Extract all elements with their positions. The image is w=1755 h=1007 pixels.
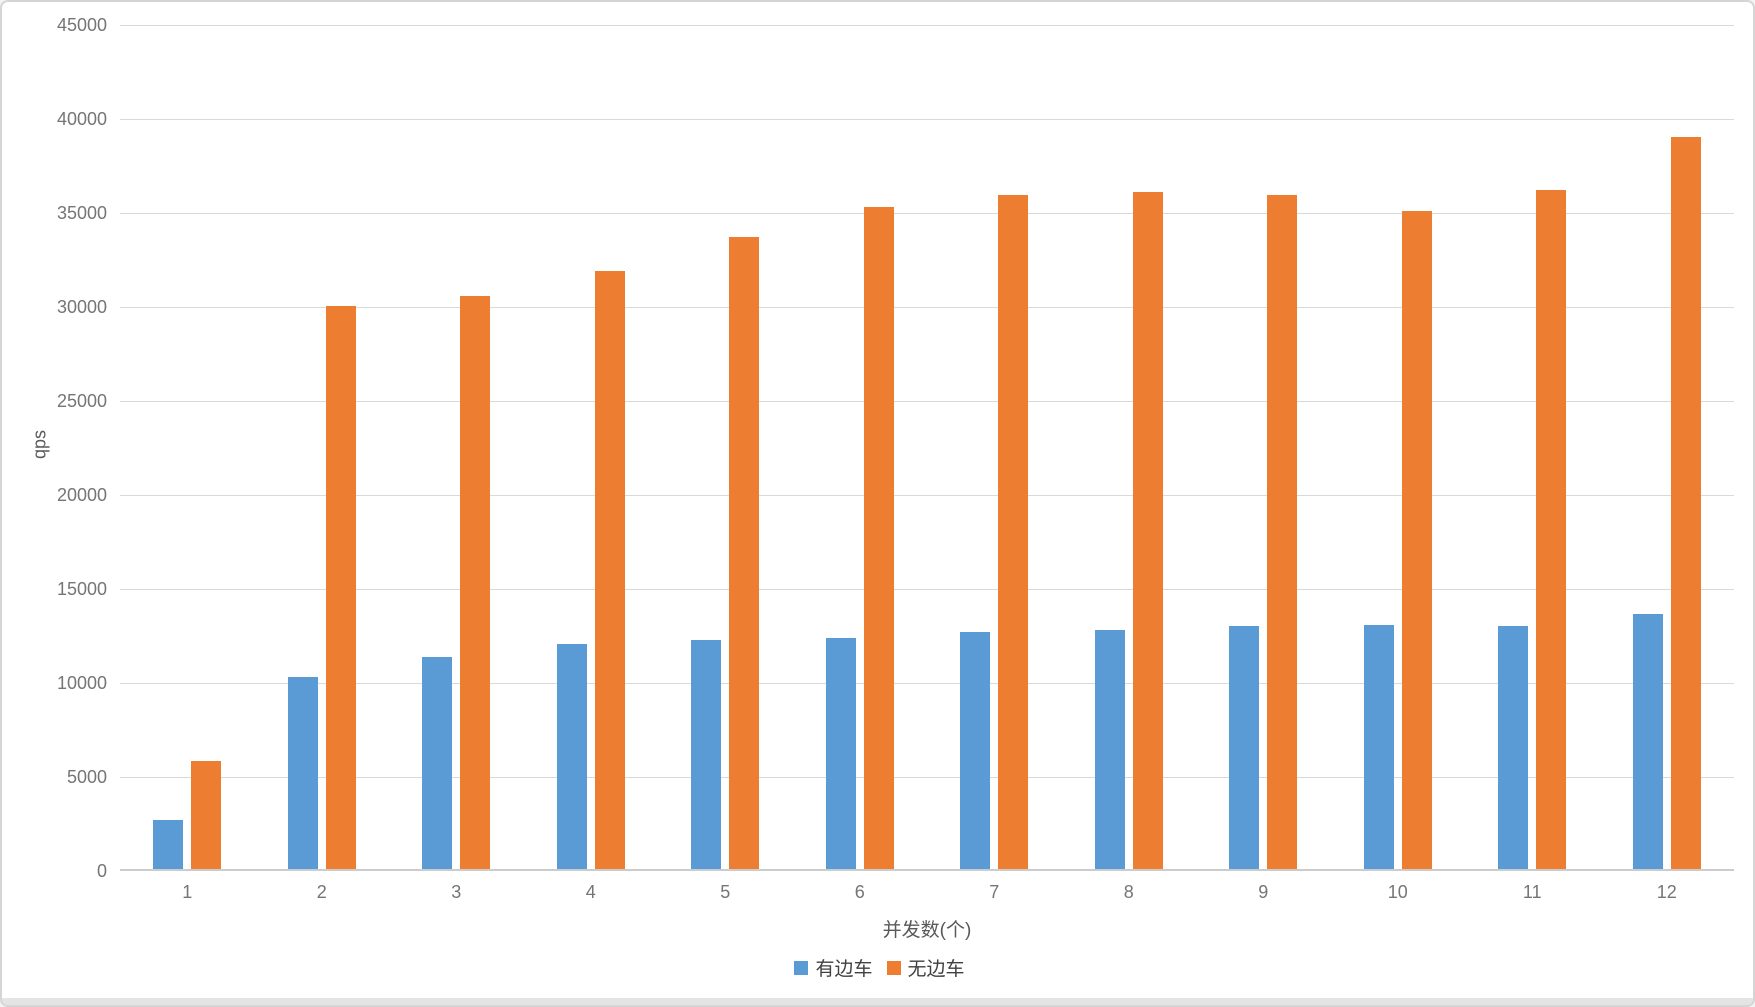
y-tick-label-25000: 25000 bbox=[56, 391, 107, 411]
bar-无边车-8 bbox=[1132, 192, 1163, 869]
x-tick-label-10: 10 bbox=[1387, 882, 1408, 902]
bottom-strip bbox=[2, 998, 1753, 1005]
plot-area bbox=[120, 25, 1734, 871]
gridline-25000 bbox=[120, 401, 1734, 402]
x-tick-label-2: 2 bbox=[316, 882, 327, 902]
bar-有边车-5 bbox=[691, 639, 722, 869]
bar-有边车-10 bbox=[1363, 624, 1394, 869]
legend: 有边车 无边车 bbox=[2, 954, 1753, 981]
bar-有边车-12 bbox=[1632, 614, 1663, 869]
bar-无边车-3 bbox=[460, 295, 491, 869]
bar-有边车-11 bbox=[1498, 625, 1529, 869]
gridline-30000 bbox=[120, 307, 1734, 308]
y-tick-label-30000: 30000 bbox=[56, 297, 107, 317]
bar-有边车-6 bbox=[825, 637, 856, 869]
x-tick-label-4: 4 bbox=[585, 882, 596, 902]
bar-有边车-9 bbox=[1229, 625, 1260, 869]
x-tick-label-7: 7 bbox=[989, 882, 1000, 902]
legend-swatch-icon bbox=[886, 960, 901, 975]
bar-无边车-4 bbox=[594, 271, 625, 869]
legend-swatch-icon bbox=[794, 960, 809, 975]
y-axis-title: qps bbox=[29, 429, 50, 460]
bar-无边车-11 bbox=[1536, 190, 1567, 869]
gridline-5000 bbox=[120, 777, 1734, 778]
x-tick-label-1: 1 bbox=[182, 882, 193, 902]
x-tick-label-8: 8 bbox=[1123, 882, 1134, 902]
bar-有边车-1 bbox=[153, 820, 184, 869]
legend-label: 无边车 bbox=[907, 959, 965, 980]
bar-有边车-2 bbox=[287, 677, 318, 869]
y-tick-label-40000: 40000 bbox=[56, 109, 107, 129]
gridline-45000 bbox=[120, 25, 1734, 26]
y-tick-label-10000: 10000 bbox=[56, 673, 107, 693]
x-tick-label-6: 6 bbox=[854, 882, 865, 902]
bar-无边车-12 bbox=[1670, 136, 1701, 869]
bar-有边车-4 bbox=[556, 644, 587, 869]
x-tick-label-3: 3 bbox=[451, 882, 462, 902]
bar-无边车-7 bbox=[998, 195, 1029, 869]
legend-item-无边车: 无边车 bbox=[886, 954, 965, 981]
x-tick-label-5: 5 bbox=[720, 882, 731, 902]
x-axis-baseline bbox=[120, 869, 1734, 871]
y-tick-label-20000: 20000 bbox=[56, 485, 107, 505]
bar-无边车-1 bbox=[191, 760, 222, 869]
legend-label: 有边车 bbox=[815, 959, 873, 980]
bar-有边车-7 bbox=[960, 632, 991, 869]
gridline-35000 bbox=[120, 213, 1734, 214]
y-tick-label-0: 0 bbox=[96, 861, 107, 881]
x-axis-title: 并发数(个) bbox=[882, 920, 972, 941]
bar-无边车-10 bbox=[1401, 211, 1432, 869]
gridline-10000 bbox=[120, 683, 1734, 684]
bar-无边车-9 bbox=[1267, 195, 1298, 869]
x-tick-label-9: 9 bbox=[1258, 882, 1269, 902]
legend-item-有边车: 有边车 bbox=[794, 954, 873, 981]
gridline-15000 bbox=[120, 589, 1734, 590]
bar-无边车-5 bbox=[729, 237, 760, 869]
x-tick-label-11: 11 bbox=[1522, 882, 1542, 902]
y-tick-label-35000: 35000 bbox=[56, 203, 107, 223]
y-tick-label-45000: 45000 bbox=[56, 15, 107, 35]
bar-有边车-8 bbox=[1094, 630, 1125, 869]
bar-无边车-6 bbox=[863, 207, 894, 869]
x-tick-label-12: 12 bbox=[1656, 882, 1677, 902]
y-tick-label-5000: 5000 bbox=[66, 767, 107, 787]
bar-无边车-2 bbox=[325, 305, 356, 869]
gridline-20000 bbox=[120, 495, 1734, 496]
bar-有边车-3 bbox=[422, 656, 453, 869]
y-tick-label-15000: 15000 bbox=[56, 579, 107, 599]
gridline-40000 bbox=[120, 119, 1734, 120]
